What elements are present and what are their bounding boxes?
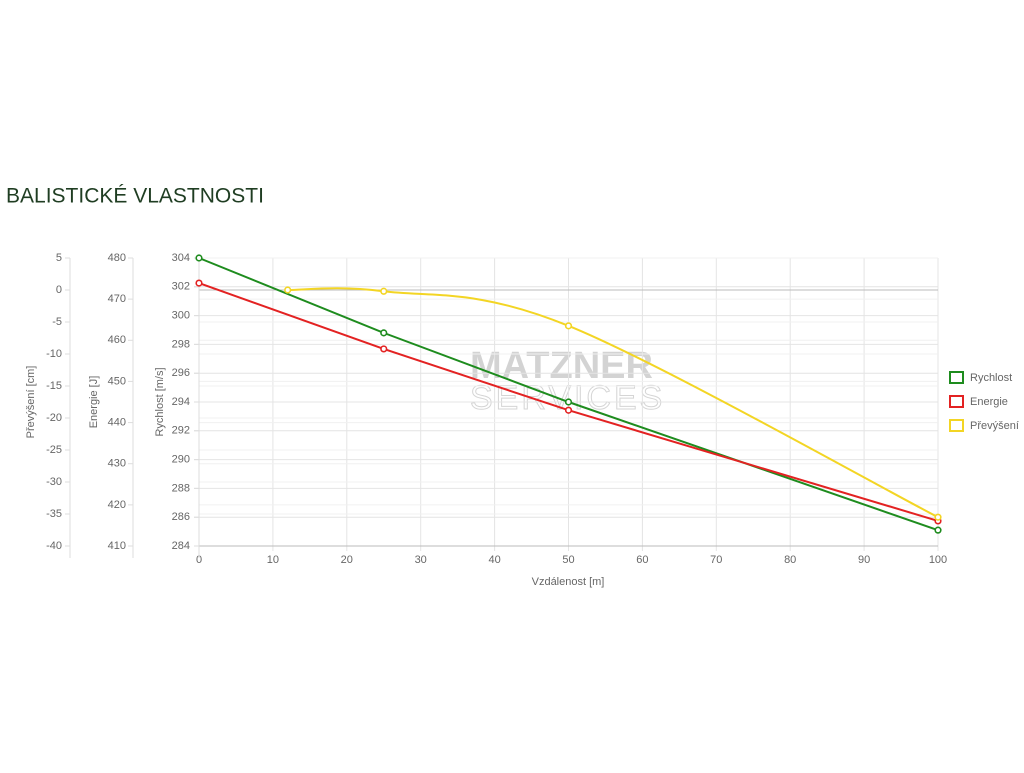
data-point bbox=[195, 254, 203, 262]
legend-swatch bbox=[949, 371, 964, 384]
y-tick-label: 430 bbox=[108, 458, 126, 470]
data-point bbox=[380, 287, 388, 295]
data-point bbox=[934, 526, 942, 534]
x-tick-label: 30 bbox=[415, 554, 427, 566]
watermark: MATZNER bbox=[470, 345, 653, 387]
x-tick-label: 100 bbox=[929, 554, 947, 566]
y-tick-label: -40 bbox=[46, 540, 62, 552]
y-tick-label: 0 bbox=[56, 284, 62, 296]
y-axis-title: Rychlost [m/s] bbox=[154, 367, 166, 436]
y-tick-label: 480 bbox=[108, 252, 126, 264]
legend-label: Rychlost bbox=[970, 372, 1012, 384]
data-point bbox=[934, 513, 942, 521]
y-tick-label: 420 bbox=[108, 499, 126, 511]
series-line bbox=[198, 282, 939, 522]
x-tick-label: 80 bbox=[784, 554, 796, 566]
y-tick-label: 304 bbox=[172, 252, 190, 264]
x-tick-label: 20 bbox=[341, 554, 353, 566]
y-tick-label: -25 bbox=[46, 444, 62, 456]
data-point bbox=[564, 398, 573, 406]
data-point bbox=[380, 345, 388, 353]
x-tick-label: 50 bbox=[562, 554, 574, 566]
y-tick-label: 450 bbox=[108, 375, 126, 387]
x-tick-label: 0 bbox=[196, 554, 202, 566]
x-tick-label: 90 bbox=[858, 554, 870, 566]
legend-label: Převýšení bbox=[970, 420, 1019, 432]
legend-swatch bbox=[949, 419, 964, 432]
y-tick-label: 460 bbox=[108, 334, 126, 346]
x-tick-label: 10 bbox=[267, 554, 279, 566]
data-point bbox=[195, 279, 203, 287]
y-tick-label: 440 bbox=[108, 416, 126, 428]
legend-label: Energie bbox=[970, 396, 1008, 408]
y-tick-label: 292 bbox=[172, 425, 190, 437]
y2-axis-title: Energie [J] bbox=[88, 376, 100, 429]
x-tick-label: 40 bbox=[488, 554, 500, 566]
data-point bbox=[380, 329, 388, 337]
x-tick-label: 70 bbox=[710, 554, 722, 566]
y-tick-label: 296 bbox=[172, 367, 190, 379]
y-tick-label: -5 bbox=[52, 316, 62, 328]
y-tick-label: -20 bbox=[46, 412, 62, 424]
y-tick-label: 410 bbox=[108, 540, 126, 552]
data-point bbox=[564, 322, 573, 330]
y-tick-label: -30 bbox=[46, 476, 62, 488]
y-tick-label: 294 bbox=[172, 396, 190, 408]
series-line bbox=[287, 287, 939, 519]
legend-swatch bbox=[949, 395, 964, 408]
y-tick-label: 300 bbox=[172, 310, 190, 322]
data-point bbox=[564, 406, 573, 414]
chart-title: BALISTICKÉ VLASTNOSTI bbox=[6, 185, 264, 208]
y-tick-label: 302 bbox=[172, 281, 190, 293]
y-tick-label: -10 bbox=[46, 348, 62, 360]
y-tick-label: 284 bbox=[172, 540, 190, 552]
y-tick-label: -35 bbox=[46, 508, 62, 520]
data-point bbox=[284, 286, 292, 294]
y-tick-label: 470 bbox=[108, 293, 126, 305]
y-tick-label: 298 bbox=[172, 338, 190, 350]
y-tick-label: -15 bbox=[46, 380, 62, 392]
y-tick-label: 5 bbox=[56, 252, 62, 264]
x-axis-title: Vzdálenost [m] bbox=[532, 576, 605, 588]
x-tick-label: 60 bbox=[636, 554, 648, 566]
y3-axis-title: Převýšení [cm] bbox=[25, 366, 37, 439]
y-tick-label: 286 bbox=[172, 511, 190, 523]
y-tick-label: 288 bbox=[172, 482, 190, 494]
y-tick-label: 290 bbox=[172, 454, 190, 466]
